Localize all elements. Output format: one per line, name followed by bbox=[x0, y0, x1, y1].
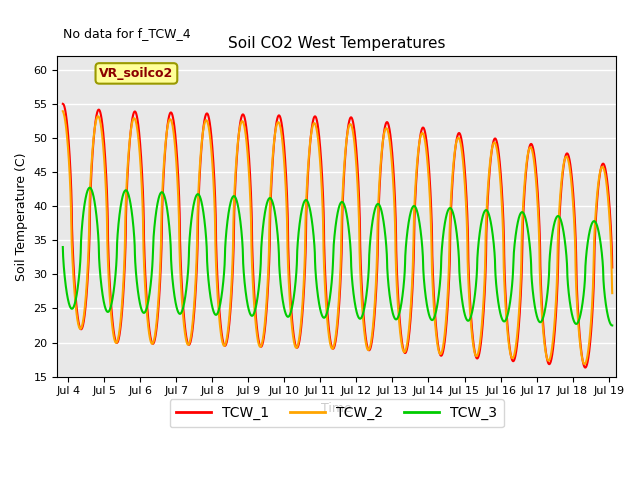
Legend: TCW_1, TCW_2, TCW_3: TCW_1, TCW_2, TCW_3 bbox=[170, 399, 504, 427]
TCW_1 bbox=[609, 264, 616, 270]
TCW_2 bbox=[388, 166, 396, 172]
TCW_3 bbox=[86, 185, 93, 191]
TCW_2 bbox=[580, 361, 588, 367]
Line: TCW_2: TCW_2 bbox=[63, 111, 612, 364]
TCW_1 bbox=[469, 334, 477, 340]
TCW_2 bbox=[511, 351, 518, 357]
TCW_1 bbox=[416, 134, 424, 140]
Y-axis label: Soil Temperature (C): Soil Temperature (C) bbox=[15, 152, 28, 281]
TCW_1 bbox=[269, 158, 276, 164]
TCW_1 bbox=[388, 152, 396, 157]
TCW_1 bbox=[582, 365, 589, 371]
Text: VR_soilco2: VR_soilco2 bbox=[99, 67, 173, 80]
TCW_3 bbox=[59, 244, 67, 250]
TCW_3 bbox=[159, 190, 166, 195]
TCW_1 bbox=[511, 356, 518, 362]
TCW_1 bbox=[59, 101, 67, 107]
TCW_2 bbox=[269, 154, 276, 159]
Text: No data for f_TCW_4: No data for f_TCW_4 bbox=[63, 27, 191, 40]
TCW_1 bbox=[159, 195, 166, 201]
TCW_3 bbox=[511, 241, 518, 247]
TCW_2 bbox=[416, 135, 424, 141]
TCW_3 bbox=[417, 225, 424, 231]
Line: TCW_1: TCW_1 bbox=[63, 104, 612, 368]
TCW_2 bbox=[159, 183, 166, 189]
TCW_2 bbox=[469, 339, 477, 345]
TCW_3 bbox=[609, 323, 616, 328]
X-axis label: Time: Time bbox=[321, 402, 352, 415]
Title: Soil CO2 West Temperatures: Soil CO2 West Temperatures bbox=[228, 36, 445, 51]
TCW_3 bbox=[269, 200, 276, 206]
TCW_3 bbox=[388, 309, 396, 315]
TCW_2 bbox=[59, 108, 67, 114]
TCW_2 bbox=[609, 290, 616, 296]
TCW_3 bbox=[469, 305, 477, 311]
Line: TCW_3: TCW_3 bbox=[63, 188, 612, 325]
